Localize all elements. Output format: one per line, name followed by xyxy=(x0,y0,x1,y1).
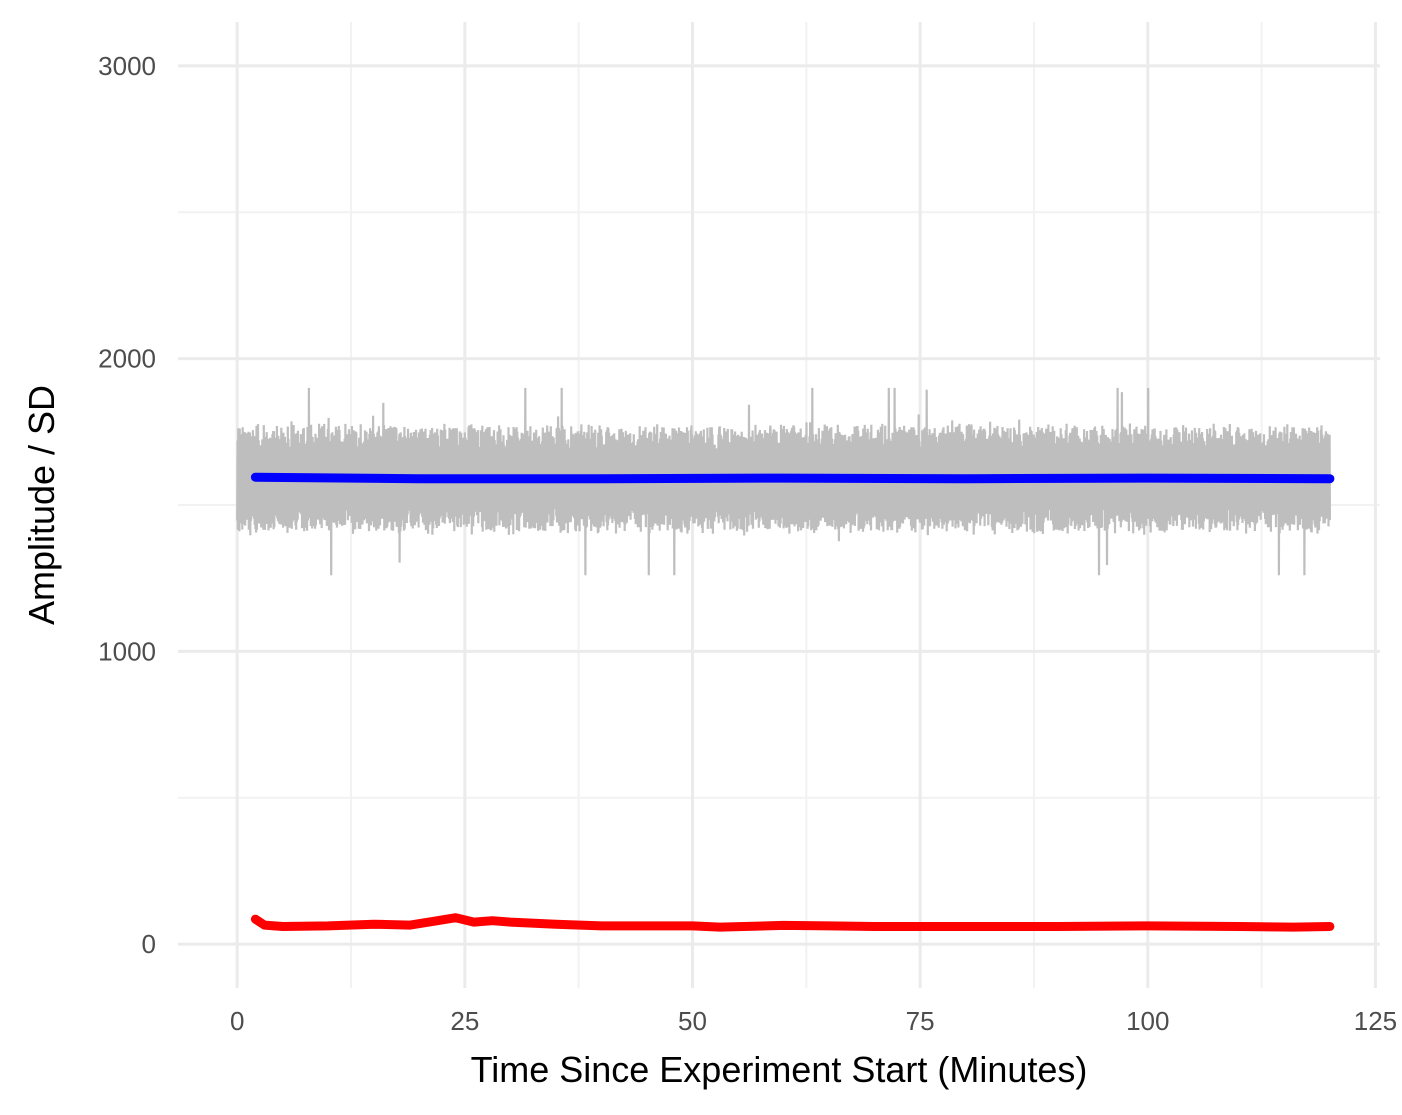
raw-signal-line xyxy=(236,387,1331,576)
x-tick-label: 0 xyxy=(230,1006,244,1036)
y-tick-label: 1000 xyxy=(98,636,156,666)
x-tick-label: 100 xyxy=(1126,1006,1169,1036)
y-tick-label: 2000 xyxy=(98,344,156,374)
y-tick-label: 3000 xyxy=(98,51,156,81)
x-tick-label: 125 xyxy=(1354,1006,1397,1036)
y-axis-title: Amplitude / SD xyxy=(21,385,62,625)
y-tick-label: 0 xyxy=(142,929,156,959)
sd-series-line xyxy=(250,913,1335,932)
tick-labels: 0 25 50 75 100 125 0 1000 2000 3000 xyxy=(98,51,1397,1036)
plot-area xyxy=(236,387,1335,932)
x-tick-label: 25 xyxy=(450,1006,479,1036)
x-axis-title: Time Since Experiment Start (Minutes) xyxy=(471,1049,1088,1090)
x-tick-label: 50 xyxy=(678,1006,707,1036)
x-tick-label: 75 xyxy=(906,1006,935,1036)
mean-series-line xyxy=(250,472,1335,484)
